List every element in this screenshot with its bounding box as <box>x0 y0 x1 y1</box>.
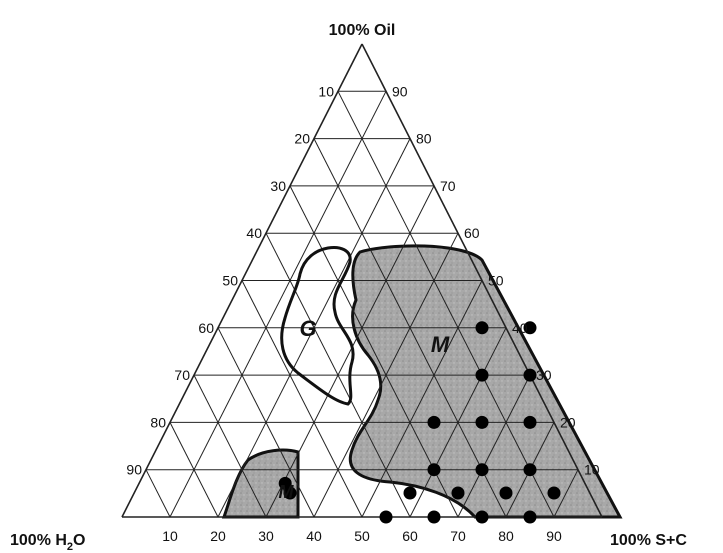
tick-right-70: 70 <box>440 178 456 194</box>
tick-bottom-30: 30 <box>258 528 274 544</box>
tick-left-80: 80 <box>150 414 166 430</box>
gridline-water-30 <box>193 374 267 518</box>
gridline-water-50 <box>241 280 363 518</box>
tick-bottom-90: 90 <box>546 528 562 544</box>
gridline-sc-90 <box>553 469 579 518</box>
data-point-16 <box>499 486 513 500</box>
data-point-12 <box>475 510 489 524</box>
data-point-15 <box>451 486 465 500</box>
tick-bottom-80: 80 <box>498 528 514 544</box>
data-point-9 <box>523 463 537 477</box>
data-point-11 <box>427 510 441 524</box>
gridline-water-20 <box>169 422 219 518</box>
region-label-g: G <box>299 316 316 341</box>
vertex-label-oil: 100% Oil <box>329 22 396 39</box>
tick-left-60: 60 <box>198 320 214 336</box>
data-point-6 <box>523 415 537 429</box>
tick-left-10: 10 <box>318 83 334 99</box>
tick-right-30: 30 <box>536 367 552 383</box>
tick-right-50: 50 <box>488 273 504 289</box>
gridline-sc-50 <box>361 280 483 518</box>
tick-labels: 10 20 30 40 50 60 70 80 90 90 80 70 60 50 40 30 20 10 10 20… <box>126 83 599 544</box>
data-point-4 <box>427 415 441 429</box>
data-point-7 <box>427 463 441 477</box>
triangle-grid <box>121 43 603 518</box>
region-label-m-large: M <box>431 332 450 357</box>
data-point-1 <box>523 321 537 335</box>
tick-right-10: 10 <box>584 462 600 478</box>
gridline-water-80 <box>313 138 507 518</box>
gridline-water-90 <box>337 91 555 518</box>
vertex-label-sc: 100% S+C <box>610 532 687 549</box>
tick-bottom-70: 70 <box>450 528 466 544</box>
tick-bottom-50: 50 <box>354 528 370 544</box>
tick-left-40: 40 <box>246 225 262 241</box>
data-point-10 <box>379 510 393 524</box>
gridline-sc-10 <box>169 91 387 518</box>
gridline-water-40 <box>217 327 315 518</box>
tick-left-90: 90 <box>126 462 142 478</box>
gridline-sc-70 <box>457 374 531 518</box>
tick-right-60: 60 <box>464 225 480 241</box>
tick-left-50: 50 <box>222 273 238 289</box>
data-point-17 <box>547 486 561 500</box>
tick-right-90: 90 <box>392 83 408 99</box>
gridline-water-70 <box>289 185 459 518</box>
tick-left-30: 30 <box>270 178 286 194</box>
tick-bottom-40: 40 <box>306 528 322 544</box>
tick-right-20: 20 <box>560 414 576 430</box>
tick-bottom-20: 20 <box>210 528 226 544</box>
data-point-18 <box>283 486 297 500</box>
data-point-3 <box>523 368 537 382</box>
tick-bottom-10: 10 <box>162 528 178 544</box>
gridline-water-60 <box>265 232 411 518</box>
tick-bottom-60: 60 <box>402 528 418 544</box>
data-point-2 <box>475 368 489 382</box>
tick-left-20: 20 <box>294 131 310 147</box>
region-label-m-small: M <box>279 482 295 502</box>
tick-left-70: 70 <box>174 367 190 383</box>
region-g <box>280 246 355 406</box>
data-point-19 <box>278 476 292 490</box>
data-point-8 <box>475 463 489 477</box>
data-point-14 <box>403 486 417 500</box>
data-point-5 <box>475 415 489 429</box>
data-points <box>278 321 561 524</box>
gridline-sc-30 <box>265 185 435 518</box>
data-point-13 <box>523 510 537 524</box>
data-point-0 <box>475 321 489 335</box>
tick-right-80: 80 <box>416 131 432 147</box>
vertex-label-water: 100% H2O <box>10 532 86 553</box>
gridline-water-10 <box>145 469 171 518</box>
tick-right-40: 40 <box>512 320 528 336</box>
